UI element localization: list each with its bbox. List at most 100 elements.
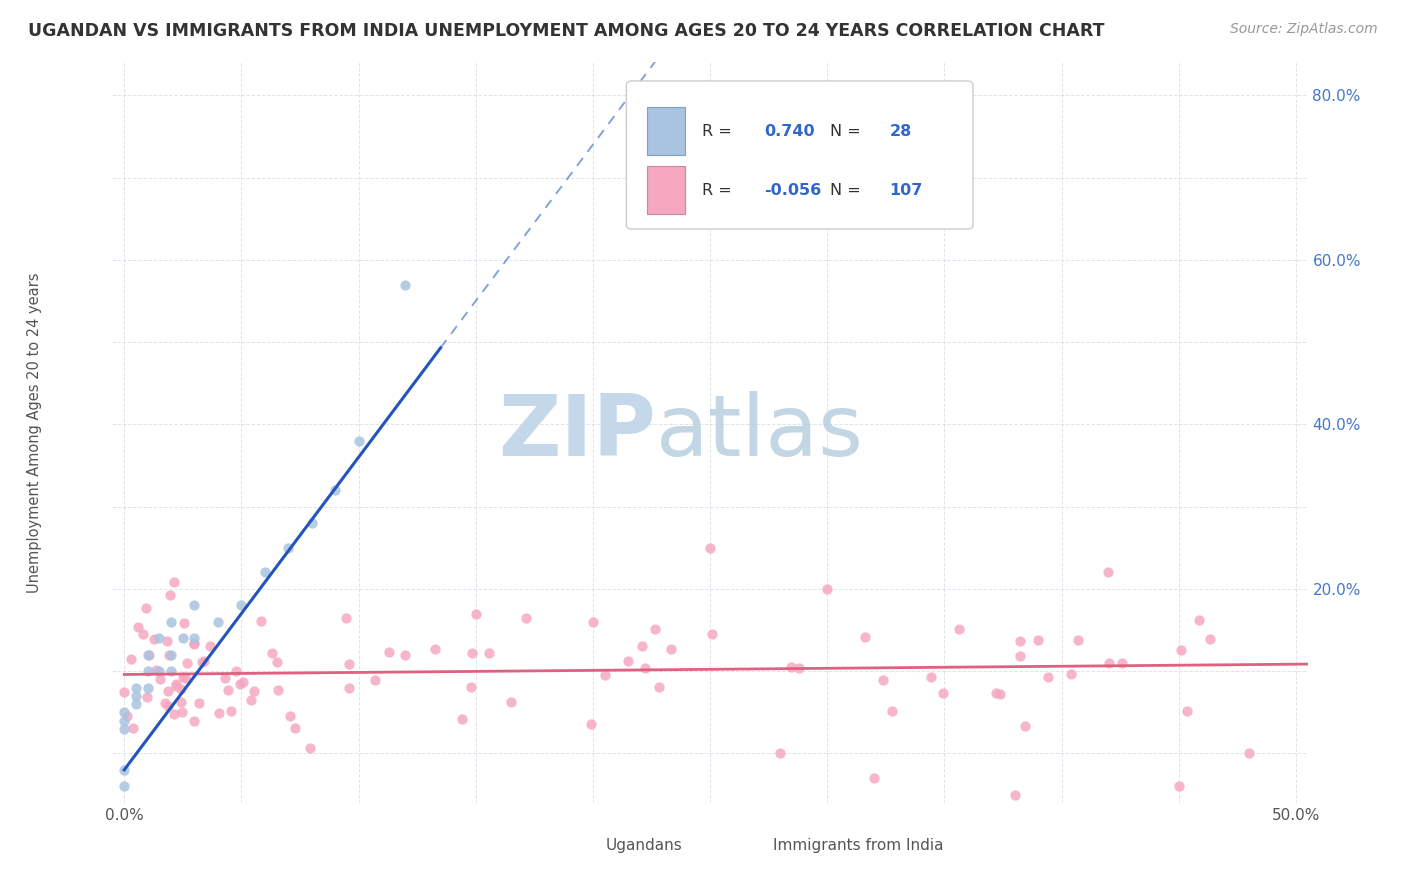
Point	[1175, 704, 1198, 718]
Point	[170, 706, 193, 720]
Point	[157, 648, 180, 663]
Point	[156, 633, 179, 648]
Point	[464, 607, 486, 621]
Point	[165, 679, 187, 693]
Point	[347, 434, 370, 448]
Point	[148, 672, 170, 686]
Point	[163, 574, 186, 589]
Point	[323, 483, 346, 498]
Point	[579, 717, 602, 731]
Point	[159, 588, 181, 602]
Point	[460, 646, 482, 660]
Point	[112, 714, 135, 728]
Point	[932, 686, 955, 700]
Point	[148, 632, 170, 646]
Point	[239, 693, 262, 707]
Point	[112, 706, 135, 720]
Point	[872, 673, 894, 688]
Point	[191, 656, 214, 670]
Point	[172, 632, 194, 646]
Point	[135, 601, 157, 615]
Point	[183, 637, 205, 651]
Point	[617, 654, 640, 668]
Point	[815, 582, 838, 596]
Text: ZIP: ZIP	[499, 391, 657, 475]
Point	[1237, 747, 1260, 761]
Point	[460, 680, 482, 694]
Point	[174, 671, 197, 685]
Point	[160, 648, 183, 662]
Point	[1036, 670, 1059, 684]
Point	[172, 670, 194, 684]
Point	[1198, 632, 1220, 646]
Point	[628, 88, 651, 103]
Point	[217, 682, 239, 697]
Text: -0.056: -0.056	[763, 183, 821, 198]
FancyBboxPatch shape	[627, 81, 973, 229]
Point	[169, 681, 191, 696]
Point	[377, 645, 399, 659]
Point	[207, 706, 229, 720]
Point	[125, 689, 148, 703]
Point	[648, 680, 671, 694]
Point	[120, 651, 142, 665]
Point	[278, 709, 301, 723]
Point	[863, 771, 886, 785]
Point	[984, 686, 1007, 700]
Point	[284, 721, 307, 735]
Point	[136, 648, 159, 662]
Point	[1097, 566, 1119, 580]
Point	[160, 615, 183, 629]
Text: Unemployment Among Ages 20 to 24 years: Unemployment Among Ages 20 to 24 years	[27, 272, 42, 593]
Point	[769, 747, 792, 761]
Point	[451, 712, 474, 726]
Point	[1008, 648, 1031, 663]
Point	[135, 690, 157, 704]
Point	[478, 646, 501, 660]
Point	[153, 696, 176, 710]
Point	[631, 639, 654, 653]
Point	[193, 654, 215, 668]
Point	[515, 611, 537, 625]
Point	[122, 721, 145, 735]
Point	[136, 681, 159, 695]
Point	[250, 614, 273, 628]
Point	[225, 664, 247, 678]
Point	[699, 541, 721, 555]
Point	[243, 684, 266, 698]
Point	[132, 627, 155, 641]
Point	[160, 664, 183, 678]
Point	[988, 687, 1011, 701]
Point	[145, 663, 167, 677]
Point	[136, 664, 159, 678]
Text: UGANDAN VS IMMIGRANTS FROM INDIA UNEMPLOYMENT AMONG AGES 20 TO 24 YEARS CORRELAT: UGANDAN VS IMMIGRANTS FROM INDIA UNEMPLO…	[28, 22, 1105, 40]
Point	[1111, 656, 1133, 670]
Point	[920, 670, 942, 684]
Point	[644, 622, 666, 636]
Point	[266, 655, 288, 669]
Bar	[647, 107, 685, 155]
Point	[335, 610, 357, 624]
Point	[659, 642, 682, 657]
Point	[634, 661, 657, 675]
Point	[1010, 633, 1032, 648]
Point	[1098, 657, 1121, 671]
Point	[882, 704, 904, 718]
Text: R =: R =	[702, 183, 731, 198]
Point	[1067, 632, 1090, 647]
Point	[1028, 632, 1050, 647]
Point	[183, 636, 205, 650]
Bar	[647, 166, 685, 214]
Bar	[734, 829, 763, 862]
Text: Ugandans: Ugandans	[606, 838, 683, 854]
Point	[183, 599, 205, 613]
Point	[1170, 643, 1192, 657]
Point	[125, 697, 148, 711]
Point	[229, 676, 252, 690]
Point	[187, 697, 209, 711]
Text: R =: R =	[702, 124, 731, 139]
Point	[156, 699, 179, 714]
Text: 0.740: 0.740	[763, 124, 814, 139]
Bar	[567, 829, 596, 862]
Point	[170, 695, 193, 709]
